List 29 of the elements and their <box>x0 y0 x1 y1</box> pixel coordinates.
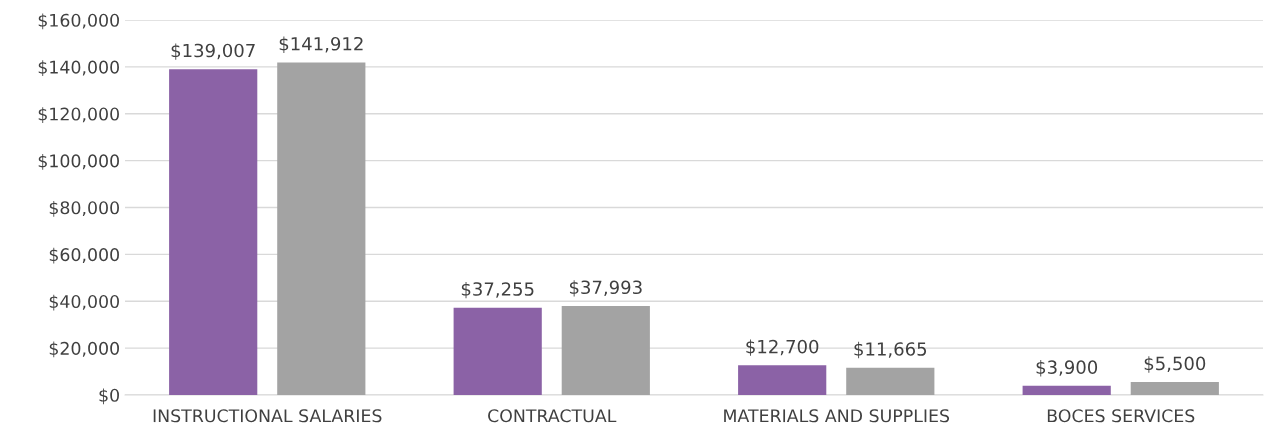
bar <box>277 62 366 395</box>
x-tick-label: INSTRUCTIONAL SALARIES <box>153 409 382 423</box>
y-tick-label: $100,000 <box>38 154 119 170</box>
x-tick-label: BOCES SERVICES <box>1047 409 1195 423</box>
bar <box>561 305 650 395</box>
data-label: $11,665 <box>854 341 927 359</box>
data-label: $5,500 <box>1144 356 1206 373</box>
data-label: $139,007 <box>171 43 255 60</box>
y-tick-label: $40,000 <box>49 294 119 311</box>
bar <box>846 367 935 395</box>
y-tick-label: $80,000 <box>49 200 119 217</box>
bar <box>1022 385 1111 395</box>
bar <box>738 365 827 395</box>
x-tick-label: CONTRACTUAL <box>488 409 617 423</box>
data-label: $37,255 <box>461 281 534 299</box>
y-tick-label: $160,000 <box>38 13 119 30</box>
bar <box>169 69 258 395</box>
data-label: $3,900 <box>1036 360 1098 377</box>
x-tick-label: MATERIALS AND SUPPLIES <box>724 409 950 423</box>
y-tick-label: $120,000 <box>38 107 119 123</box>
data-label: $12,700 <box>746 339 819 356</box>
y-tick-label: $0 <box>99 388 119 405</box>
data-label: $141,912 <box>279 36 363 53</box>
y-tick-label: $20,000 <box>49 341 119 358</box>
bar <box>1130 382 1219 395</box>
y-tick-label: $60,000 <box>49 247 119 264</box>
y-tick-label: $140,000 <box>38 60 119 77</box>
data-label: $37,993 <box>569 280 642 297</box>
bar <box>453 307 542 395</box>
